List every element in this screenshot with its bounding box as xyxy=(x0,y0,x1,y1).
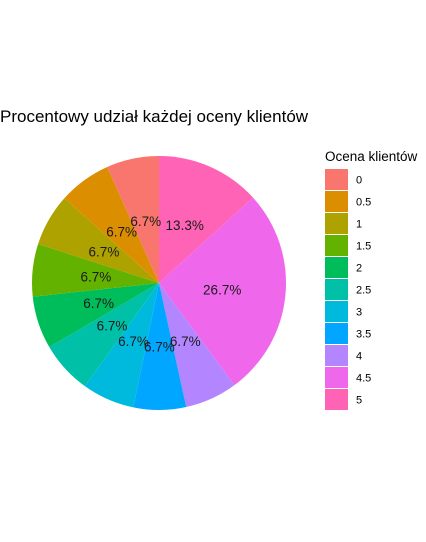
pie-slice-2-5 xyxy=(49,283,159,387)
pie-slice-0-5 xyxy=(64,167,159,283)
pie-slice-0 xyxy=(107,156,159,283)
pie-slice-2 xyxy=(32,283,159,347)
legend-key-2 xyxy=(325,257,348,278)
legend-label-1: 1 xyxy=(356,219,362,231)
slice-label-2-5: 6.7% xyxy=(97,319,128,334)
pie-slice-1-5 xyxy=(31,244,159,297)
slice-label-0: 6.7% xyxy=(130,214,161,229)
pie-slices xyxy=(31,156,286,411)
legend-label-4: 4 xyxy=(356,351,362,363)
legend-label-2-5: 2.5 xyxy=(356,285,371,297)
slice-label-4-5: 26.7% xyxy=(203,282,241,297)
pie-slice-5 xyxy=(159,156,253,283)
legend-key-3-5 xyxy=(325,323,348,344)
legend-key-1 xyxy=(325,213,348,234)
slice-label-4: 6.7% xyxy=(170,334,201,349)
slice-label-3-5: 6.7% xyxy=(144,340,175,355)
slice-label-0-5: 6.7% xyxy=(106,225,137,240)
pie-slice-labels: 13.3%26.7%6.7%6.7%6.7%6.7%6.7%6.7%6.7%6.… xyxy=(80,214,241,355)
slice-label-1: 6.7% xyxy=(89,244,120,259)
legend-label-0: 0 xyxy=(356,175,362,187)
pie-slice-3 xyxy=(84,283,159,408)
slice-label-1-5: 6.7% xyxy=(80,270,111,285)
legend-label-5: 5 xyxy=(356,395,362,407)
legend-label-1-5: 1.5 xyxy=(356,241,371,253)
legend-key-0 xyxy=(325,169,348,190)
legend-key-4 xyxy=(325,345,348,366)
pie-slice-4 xyxy=(159,283,235,408)
legend-title: Ocena klientów xyxy=(325,149,418,164)
pie-slice-1 xyxy=(38,198,160,283)
chart-title: Procentowy udział każdej oceny klientów xyxy=(0,107,309,126)
legend-label-3-5: 3.5 xyxy=(356,329,371,341)
legend-label-3: 3 xyxy=(356,307,362,319)
slice-label-3: 6.7% xyxy=(118,334,149,349)
legend-key-0-5 xyxy=(325,191,348,212)
pie-slice-3-5 xyxy=(133,283,187,411)
legend-label-0-5: 0.5 xyxy=(356,197,371,209)
slice-label-5: 13.3% xyxy=(166,218,204,233)
legend-key-2-5 xyxy=(325,279,348,300)
legend-key-1-5 xyxy=(325,235,348,256)
legend-label-4-5: 4.5 xyxy=(356,373,371,385)
pie-slice-4-5 xyxy=(159,197,286,386)
legend: 0 0.5 1 1.5 2 2.5 3 3.5 4 4.5 5 xyxy=(325,169,371,410)
slice-label-2: 6.7% xyxy=(83,296,114,311)
legend-key-3 xyxy=(325,301,348,322)
legend-key-5 xyxy=(325,389,348,410)
legend-key-4-5 xyxy=(325,367,348,388)
legend-label-2: 2 xyxy=(356,263,362,275)
